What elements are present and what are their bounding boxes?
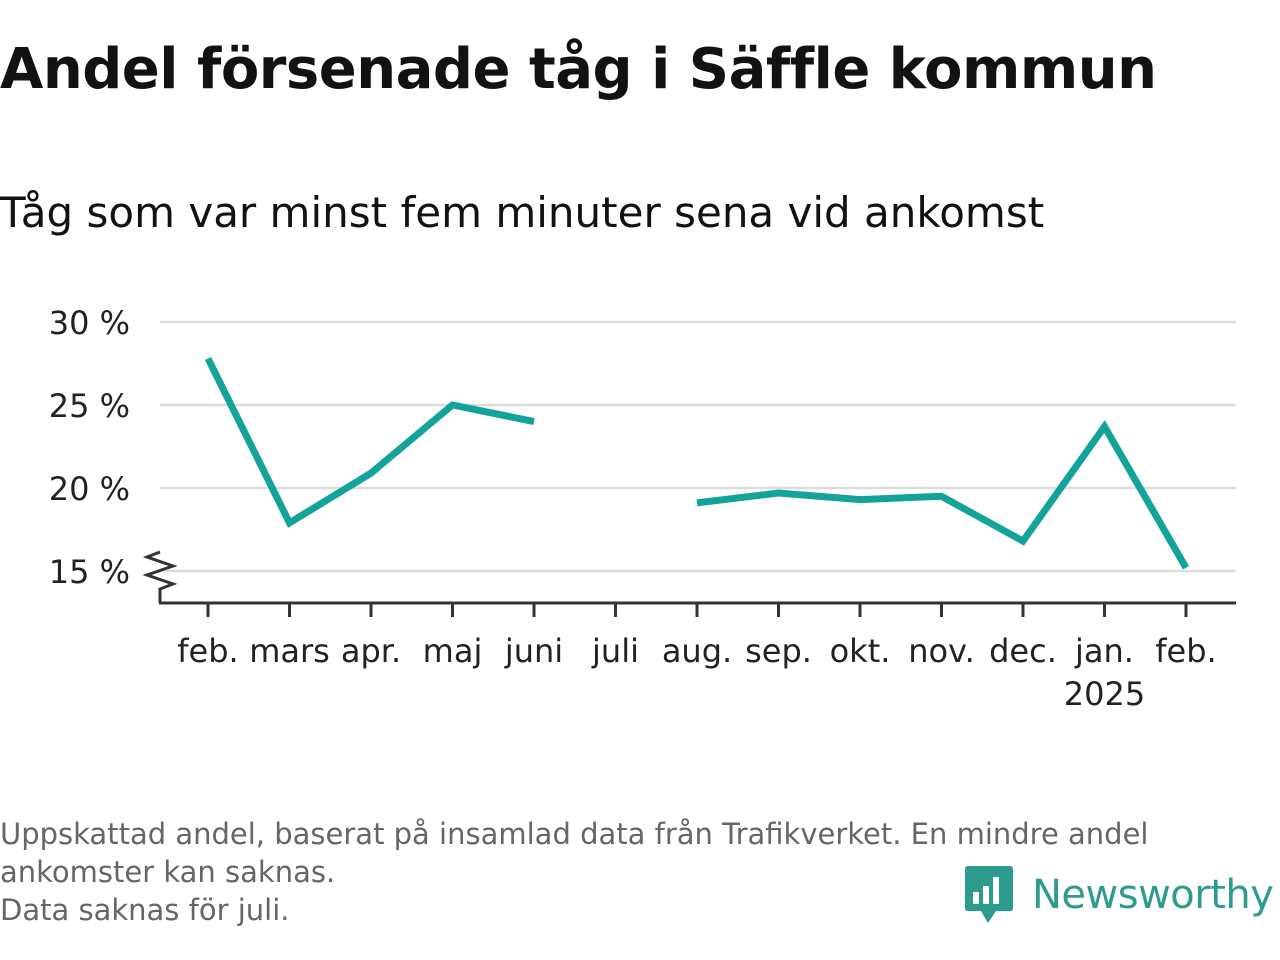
y-tick-label: 20 % <box>49 470 130 508</box>
series-line-segment <box>696 420 1190 570</box>
x-tick-label: dec. <box>989 632 1057 670</box>
x-tick-label: jan. <box>1074 632 1134 670</box>
data-series <box>204 356 1190 570</box>
y-tick-label: 15 % <box>49 553 130 591</box>
axis-break-icon <box>142 550 178 603</box>
line-chart: 15 % 20 % 25 % 30 % feb. mars apr. maj juni juli… <box>49 304 1236 713</box>
series-line-segment <box>204 356 535 528</box>
chart-title: Andel försenade tåg i Säffle kommun <box>0 37 1157 102</box>
x-tick-label: aug. <box>662 632 732 670</box>
x-tick-label: juni <box>504 632 563 670</box>
x-tick-label: feb. <box>177 632 238 670</box>
x-tick-label: apr. <box>341 632 401 670</box>
chart-subtitle: Tåg som var minst fem minuter sena vid a… <box>0 188 1045 237</box>
brand-name: Newsworthy <box>1032 872 1274 918</box>
x-axis <box>142 550 1236 617</box>
x-tick-label: nov. <box>908 632 974 670</box>
y-tick-label: 25 % <box>49 387 130 425</box>
x-tick-label: mars <box>249 632 330 670</box>
x-tick-label: juli <box>591 632 639 670</box>
bar-chart-speech-bubble-icon <box>965 866 1013 923</box>
x-tick-sublabel: 2025 <box>1064 675 1145 713</box>
footnote-line-1: Uppskattad andel, baserat på insamlad da… <box>0 817 1149 851</box>
x-axis-tick-labels: feb. mars apr. maj juni juli aug. sep. okt. nov. d… <box>177 632 1216 713</box>
x-tick-label: maj <box>423 632 483 670</box>
footnote-line-2: ankomster kan saknas. <box>0 855 336 889</box>
footnote-line-3: Data saknas för juli. <box>0 893 290 927</box>
x-tick-label: feb. <box>1155 632 1216 670</box>
gridlines <box>160 320 1236 573</box>
x-tick-label: okt. <box>830 632 891 670</box>
x-tick-label: sep. <box>745 632 812 670</box>
newsworthy-logo: Newsworthy <box>964 862 1274 928</box>
y-axis-tick-labels: 15 % 20 % 25 % 30 % <box>49 304 130 591</box>
footnote: Uppskattad andel, baserat på insamlad da… <box>0 815 1265 927</box>
y-tick-label: 30 % <box>49 304 130 342</box>
